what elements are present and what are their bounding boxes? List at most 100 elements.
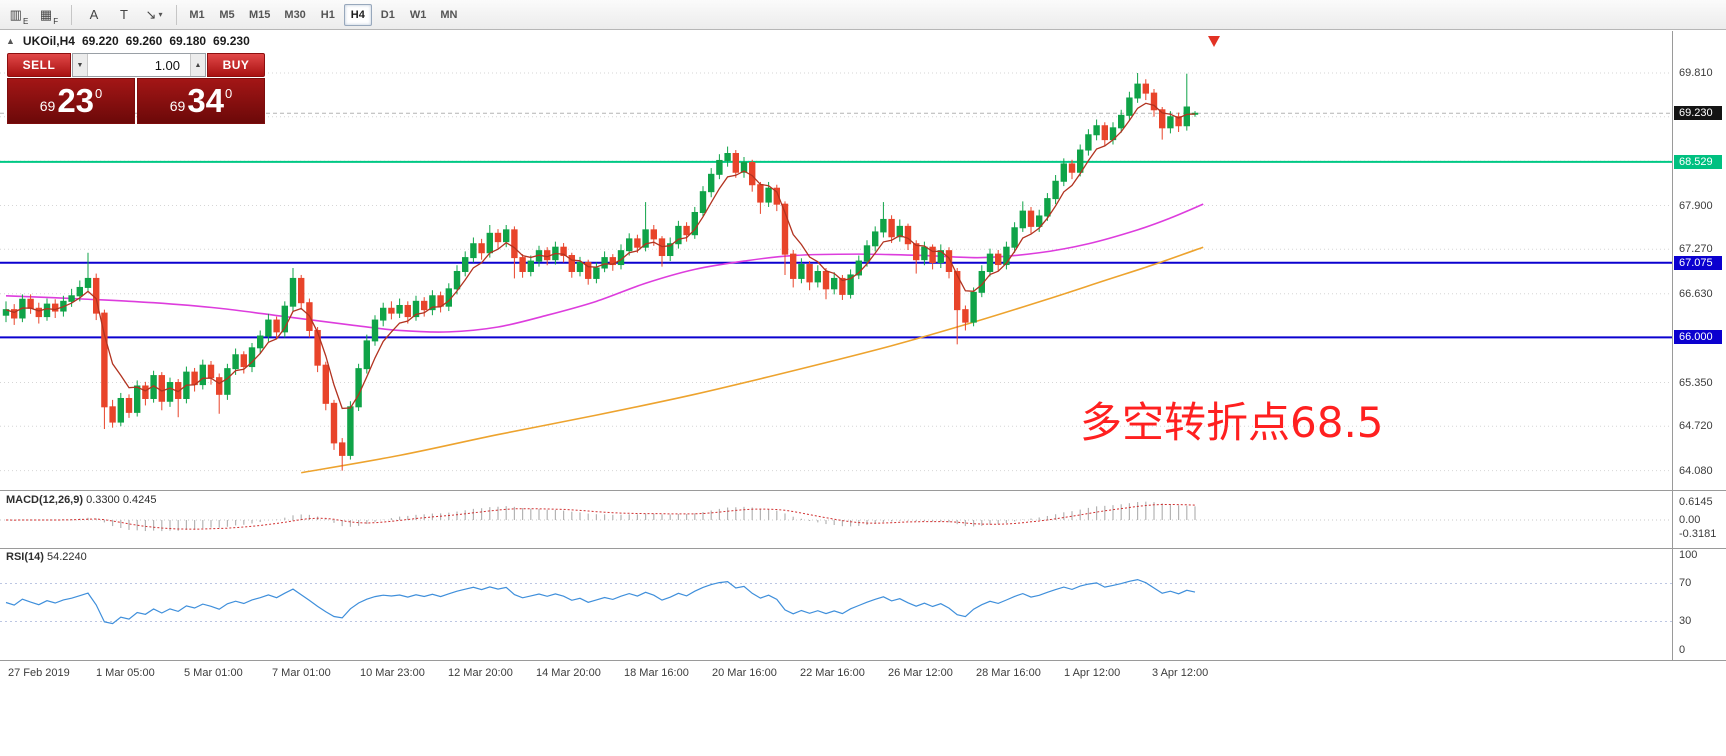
candle-body — [470, 243, 477, 259]
panel-splitter[interactable] — [0, 490, 1726, 491]
ma-medium-line — [5, 203, 1204, 333]
price-axis-badge: 68.529 — [1674, 154, 1722, 169]
time-axis-label: 14 Mar 20:00 — [536, 667, 601, 679]
candle-body — [109, 406, 116, 423]
candle-body — [626, 238, 633, 252]
candle-body — [1052, 180, 1059, 200]
timeframe-button-MN[interactable]: MN — [440, 8, 458, 21]
candle-body — [1167, 116, 1174, 129]
candle-body — [888, 218, 895, 238]
draw-tools-icon[interactable]: ↘ ▾ — [145, 7, 163, 22]
volume-input[interactable]: 1.00 — [154, 57, 180, 73]
candle-body — [257, 335, 264, 349]
candle-body — [675, 225, 682, 245]
text-tool-icon[interactable]: A — [89, 7, 99, 22]
ohlc-low: 69.180 — [169, 34, 207, 48]
timeframe-button-M30[interactable]: M30 — [284, 8, 306, 21]
candle-body — [1011, 227, 1018, 248]
candle-body — [1044, 198, 1051, 217]
candle-body — [68, 295, 75, 302]
main-chart-canvas[interactable] — [0, 31, 1672, 490]
candle-body — [749, 162, 756, 186]
time-axis: 27 Feb 2019 1 Mar 05:00 5 Mar 01:00 7 Mar 0… — [0, 660, 1726, 686]
candle-body — [134, 385, 141, 413]
candle-body — [1003, 246, 1010, 266]
price-axis-label: 66.630 — [1679, 287, 1713, 300]
macd-axis-label: 0.00 — [1679, 514, 1701, 526]
buy-price-point: 0 — [225, 85, 233, 101]
sell-price-tile[interactable]: 69 23 0 — [7, 78, 135, 124]
timeframe-button-W1[interactable]: W1 — [409, 8, 427, 21]
candle-body — [511, 229, 518, 259]
timeframe-button-H1[interactable]: H1 — [320, 8, 335, 21]
candle-body — [199, 364, 207, 386]
candle-body — [1159, 109, 1166, 129]
rsi-axis-label: 0 — [1679, 644, 1686, 656]
one-click-collapse-icon[interactable]: ▲ — [6, 36, 15, 46]
timeframe-button-M15[interactable]: M15 — [249, 8, 271, 21]
volume-increase-button[interactable]: ▲ — [190, 54, 205, 76]
time-axis-label: 1 Mar 05:00 — [96, 667, 155, 679]
price-axis-label: 67.270 — [1679, 243, 1713, 256]
chart-template-e-icon[interactable]: ▥ E — [9, 7, 29, 26]
candle-body — [945, 250, 953, 272]
candle-body — [962, 309, 969, 323]
chart-header: ▲ UKOil,H4 69.220 69.260 69.180 69.230 — [6, 34, 250, 48]
candle-body — [1085, 134, 1092, 151]
candle-body — [117, 397, 124, 423]
ohlc-open: 69.220 — [81, 34, 119, 48]
rsi-axis-label: 100 — [1679, 549, 1698, 561]
candle-body — [790, 253, 797, 279]
candle-body — [339, 442, 346, 456]
buy-price-major: 69 — [169, 98, 186, 114]
macd-name: MACD(12,26,9) — [6, 494, 84, 506]
macd-canvas[interactable] — [0, 492, 1672, 547]
panel-splitter[interactable] — [0, 548, 1726, 549]
candle-body — [298, 277, 305, 304]
timeframe-button-M1[interactable]: M1 — [189, 8, 205, 21]
candle-body — [240, 354, 248, 368]
candle-body — [740, 162, 748, 173]
candle-body — [1068, 163, 1076, 173]
volume-box: ▼ 1.00 ▲ — [72, 53, 206, 77]
sell-button[interactable]: SELL — [7, 53, 71, 77]
rsi-axis-label: 70 — [1679, 577, 1692, 589]
candle-body — [265, 319, 272, 337]
candle-body — [453, 270, 461, 290]
candle-body — [232, 354, 239, 370]
candle-body — [872, 231, 879, 247]
candle-body — [216, 377, 223, 395]
price-axis-badge: 66.000 — [1674, 330, 1722, 345]
candle-body — [314, 329, 321, 366]
buy-price-tile[interactable]: 69 34 0 — [137, 78, 265, 124]
candle-body — [921, 246, 928, 261]
symbol-period-label: UKOil,H4 — [22, 34, 75, 48]
candle-body — [396, 304, 403, 314]
rsi-canvas[interactable] — [0, 549, 1672, 660]
toolbar-separator — [71, 4, 72, 25]
candle-body — [527, 260, 534, 272]
volume-decrease-button[interactable]: ▼ — [73, 54, 88, 76]
toolbar-icon-group: ▥ E ▦ F A T ↘ ▾ — [5, 3, 183, 27]
candle-body — [822, 270, 830, 290]
time-axis-label: 5 Mar 01:00 — [184, 667, 243, 679]
candle-body — [831, 277, 838, 290]
candle-body — [11, 309, 18, 319]
time-axis-label: 7 Mar 01:00 — [272, 667, 331, 679]
text-label-tool-icon[interactable]: T — [120, 7, 128, 22]
candle-body — [43, 303, 51, 318]
macd-signal-value: 0.4245 — [122, 494, 157, 506]
chart-template-f-icon[interactable]: ▦ F — [39, 7, 59, 26]
buy-button[interactable]: BUY — [207, 53, 265, 77]
candle-body — [986, 253, 994, 272]
candle-body — [371, 319, 379, 342]
candle-body — [781, 203, 789, 255]
time-axis-label: 28 Mar 16:00 — [976, 667, 1041, 679]
candle-body — [363, 340, 371, 370]
candle-body — [1142, 83, 1149, 94]
timeframe-button-M5[interactable]: M5 — [219, 8, 235, 21]
candle-body — [814, 270, 821, 283]
main-chart-area: ▲ UKOil,H4 69.220 69.260 69.180 69.230 S… — [0, 31, 1726, 490]
timeframe-button-D1[interactable]: D1 — [380, 8, 395, 21]
timeframe-button-H4[interactable]: H4 — [343, 3, 372, 26]
